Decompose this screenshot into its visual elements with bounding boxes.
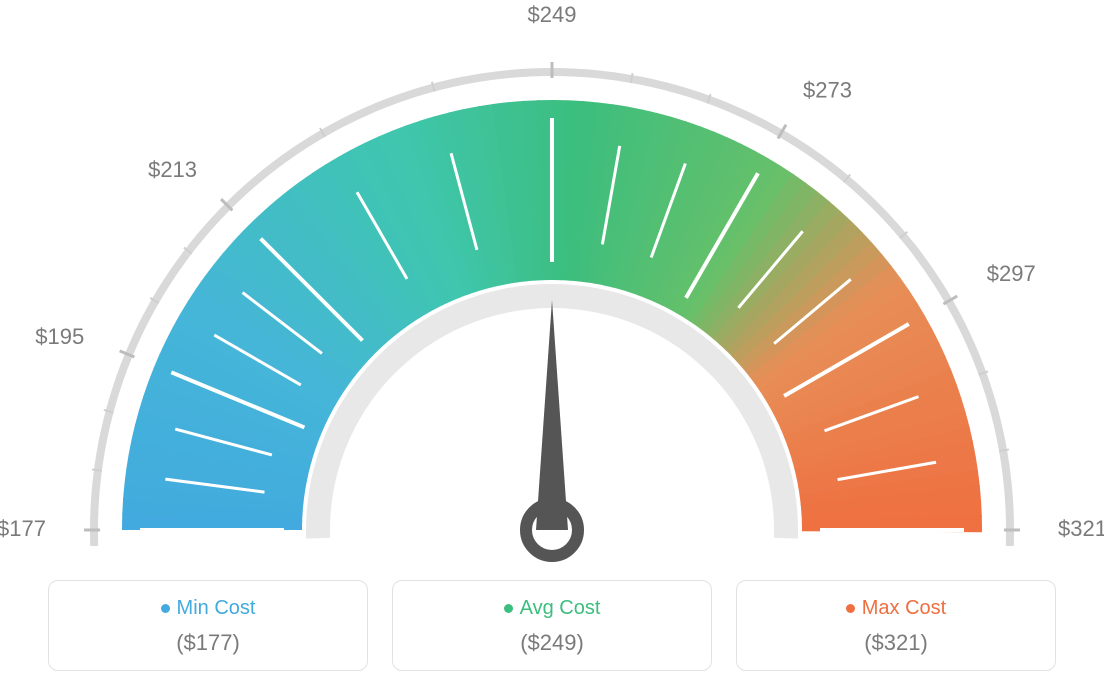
gauge-svg: $177 $195 $213 $249 $273 $297 $321 — [0, 0, 1104, 570]
tick-label: $213 — [148, 157, 197, 182]
tick-label: $177 — [0, 516, 46, 541]
tick-label: $249 — [528, 2, 577, 27]
legend-value-min: ($177) — [59, 630, 357, 656]
tick-label: $195 — [35, 324, 84, 349]
legend-card-max: Max Cost ($321) — [736, 580, 1056, 671]
legend-row: Min Cost ($177) Avg Cost ($249) Max Cost… — [0, 570, 1104, 671]
legend-value-avg: ($249) — [403, 630, 701, 656]
tick-label: $297 — [987, 261, 1036, 286]
legend-label-max: Max Cost — [862, 597, 946, 619]
dot-avg-icon — [504, 604, 513, 613]
legend-title-max: Max Cost — [747, 597, 1045, 620]
legend-card-avg: Avg Cost ($249) — [392, 580, 712, 671]
tick-label: $321 — [1058, 516, 1104, 541]
legend-card-min: Min Cost ($177) — [48, 580, 368, 671]
legend-label-avg: Avg Cost — [520, 597, 601, 619]
dot-max-icon — [846, 604, 855, 613]
legend-label-min: Min Cost — [177, 597, 256, 619]
tick-label: $273 — [803, 77, 852, 102]
legend-title-min: Min Cost — [59, 597, 357, 620]
gauge-chart: $177 $195 $213 $249 $273 $297 $321 — [0, 0, 1104, 570]
legend-value-max: ($321) — [747, 630, 1045, 656]
gauge-needle — [536, 300, 568, 530]
legend-title-avg: Avg Cost — [403, 597, 701, 620]
dot-min-icon — [161, 604, 170, 613]
